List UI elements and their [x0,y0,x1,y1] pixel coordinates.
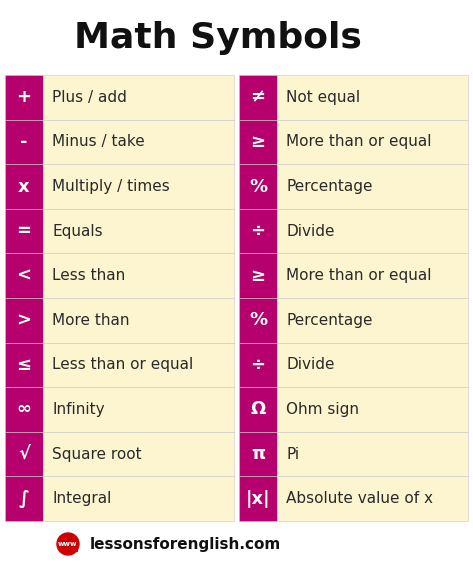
Text: %: % [249,311,267,329]
Text: Percentage: Percentage [286,313,373,328]
Text: Ω: Ω [250,401,266,418]
Text: More than or equal: More than or equal [286,268,431,283]
Bar [239,298,277,342]
Bar [43,387,234,432]
Bar [43,298,234,342]
Text: %: % [249,178,267,195]
Bar [239,119,277,164]
Text: Integral: Integral [52,491,111,506]
Bar [5,477,43,521]
Text: Minus / take: Minus / take [52,134,145,149]
Bar [5,209,43,254]
Text: Plus / add: Plus / add [52,90,127,105]
Bar [5,164,43,209]
Text: Ohm sign: Ohm sign [286,402,359,417]
Bar [239,342,277,387]
Text: =: = [17,222,32,240]
Text: π: π [251,445,265,463]
Text: Equals: Equals [52,224,103,239]
Bar [239,75,277,119]
Bar [43,75,234,119]
Text: ≤: ≤ [17,356,32,374]
Text: x: x [18,178,30,195]
Bar [43,119,234,164]
Text: √: √ [18,445,30,463]
Text: More than or equal: More than or equal [286,134,431,149]
Bar [43,254,234,298]
Text: +: + [17,88,32,106]
Circle shape [57,533,79,555]
Text: Pi: Pi [286,447,299,462]
Bar [5,75,43,119]
Bar [277,164,468,209]
Bar [239,432,277,477]
Text: -: - [20,133,28,151]
Bar [277,119,468,164]
Bar [277,298,468,342]
Bar [277,254,468,298]
Text: ≥: ≥ [250,267,265,285]
Text: lessonsforenglish.com: lessonsforenglish.com [90,537,281,551]
Bar [43,477,234,521]
Text: Multiply / times: Multiply / times [52,179,170,194]
Bar [43,432,234,477]
Text: Less than or equal: Less than or equal [52,357,193,372]
Text: Divide: Divide [286,224,334,239]
Bar [43,342,234,387]
Text: Square root: Square root [52,447,141,462]
Bar [239,209,277,254]
Bar [5,387,43,432]
Bar [5,119,43,164]
Text: Absolute value of x: Absolute value of x [286,491,433,506]
Bar [239,387,277,432]
Bar [239,477,277,521]
Bar [43,209,234,254]
Bar [5,254,43,298]
Bar [5,298,43,342]
Bar [277,387,468,432]
Text: ÷: ÷ [251,356,265,374]
Text: >: > [17,311,32,329]
Text: ≠: ≠ [250,88,265,106]
Bar [277,432,468,477]
Text: ∞: ∞ [17,401,32,418]
Bar [277,209,468,254]
Bar [277,342,468,387]
Text: Infinity: Infinity [52,402,105,417]
Bar [277,75,468,119]
Text: |x|: |x| [245,490,270,508]
Bar [5,342,43,387]
Bar [277,477,468,521]
Text: Percentage: Percentage [286,179,373,194]
Text: Math Symbols: Math Symbols [74,21,361,55]
Text: ∫: ∫ [18,490,29,508]
Bar [239,254,277,298]
Text: Divide: Divide [286,357,334,372]
Text: www: www [58,541,78,547]
Text: More than: More than [52,313,130,328]
Bar [5,432,43,477]
Text: <: < [17,267,32,285]
Text: ÷: ÷ [251,222,265,240]
Text: Less than: Less than [52,268,125,283]
Bar [43,164,234,209]
Text: Not equal: Not equal [286,90,360,105]
Bar [239,164,277,209]
Text: ≥: ≥ [250,133,265,151]
